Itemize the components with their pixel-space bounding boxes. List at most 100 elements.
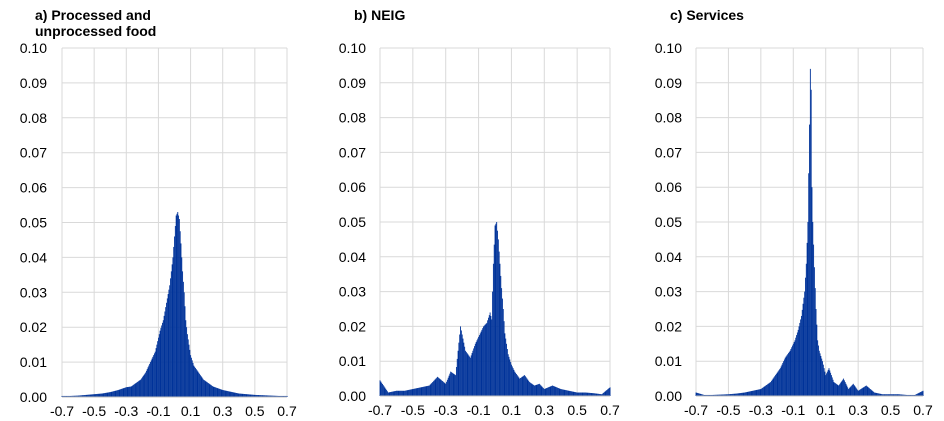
- histogram-bar: [181, 257, 183, 397]
- histogram-bar: [756, 389, 758, 396]
- histogram-bar: [104, 392, 106, 397]
- histogram-bar: [269, 395, 271, 397]
- histogram-bar: [113, 391, 115, 397]
- histogram-bar: [507, 354, 509, 396]
- histogram-bar: [409, 389, 411, 396]
- histogram-bar: [742, 392, 744, 396]
- histogram-bar: [177, 212, 179, 397]
- y-tick-label: 0.02: [655, 318, 682, 334]
- histogram-bar: [864, 386, 866, 396]
- histogram-bar: [816, 324, 818, 396]
- histogram-bar: [438, 378, 440, 396]
- histogram-bar: [265, 395, 267, 397]
- histogram-bar: [240, 393, 242, 397]
- histogram-bar: [728, 394, 729, 396]
- histogram-bar: [741, 392, 743, 396]
- histogram-bar: [500, 275, 502, 396]
- histogram-bar: [882, 394, 884, 396]
- histogram-bar: [887, 394, 889, 396]
- histogram-bar: [869, 388, 870, 396]
- histogram-bar: [848, 389, 849, 396]
- histogram-bar: [503, 321, 505, 396]
- histogram-bar: [144, 373, 146, 397]
- histogram-bar: [159, 330, 161, 397]
- histogram-bar: [92, 394, 94, 397]
- histogram-bar: [529, 382, 530, 396]
- histogram-bar: [775, 373, 777, 396]
- histogram-bar: [184, 306, 186, 397]
- histogram-bar: [910, 394, 912, 396]
- histogram-bar: [254, 394, 256, 397]
- histogram-bar: [785, 356, 787, 396]
- histogram-bar: [459, 334, 461, 396]
- histogram-bar: [552, 385, 553, 396]
- histogram-bar: [101, 393, 103, 397]
- histogram-bar: [442, 381, 443, 396]
- histogram-bar: [430, 383, 432, 396]
- histogram-bar: [432, 381, 434, 396]
- y-tick-label: 0.04: [339, 249, 366, 265]
- histogram-bar: [465, 350, 466, 396]
- histogram-bar: [164, 311, 166, 397]
- y-tick-label: 0.07: [655, 144, 682, 160]
- histogram-bar: [584, 392, 586, 396]
- histogram-bar: [248, 394, 249, 397]
- histogram-bar: [555, 386, 557, 396]
- histogram-bar: [543, 388, 544, 396]
- histogram-bar: [607, 389, 609, 396]
- histogram-bar: [818, 350, 820, 396]
- histogram-panel-3: c) Services 0.00 0.01 0.02 0.03 0.04 0.05 0.06 0…: [655, 7, 933, 418]
- histogram-bar: [560, 389, 562, 396]
- histogram-bar: [165, 307, 167, 397]
- histogram-bar: [106, 392, 108, 397]
- histogram-bar: [244, 394, 245, 397]
- histogram-bar: [153, 355, 155, 397]
- histogram-bar: [886, 394, 888, 396]
- histogram-bar: [698, 393, 700, 396]
- histogram-bar: [399, 390, 401, 396]
- histogram-bar: [585, 392, 587, 396]
- histogram-bar: [250, 394, 252, 397]
- histogram-bar: [583, 392, 585, 396]
- histogram-bar: [383, 386, 385, 396]
- histogram-bar: [218, 388, 220, 397]
- x-tick-label: -0.1: [146, 403, 170, 419]
- histogram-bar: [757, 389, 759, 396]
- histogram-bar: [839, 384, 840, 396]
- y-tick-label: 0.07: [20, 145, 47, 161]
- histogram-bar: [125, 387, 126, 397]
- histogram-bar: [72, 395, 74, 397]
- histogram-bar: [259, 395, 261, 397]
- histogram-bar: [201, 377, 203, 397]
- histogram-bar: [832, 379, 834, 396]
- histogram-bar: [912, 394, 913, 396]
- histogram-bar: [776, 372, 778, 396]
- histogram-bar: [903, 394, 905, 396]
- histogram-bar: [770, 382, 772, 396]
- histogram-bar: [891, 394, 893, 396]
- histogram-bar: [83, 395, 85, 397]
- histogram-bar: [213, 386, 215, 397]
- histogram-bar: [166, 302, 167, 397]
- histogram-bar: [114, 390, 116, 397]
- histogram-bar: [708, 394, 710, 396]
- x-tick-label: -0.3: [114, 403, 138, 419]
- histogram-bar: [788, 353, 789, 396]
- histogram-bar: [841, 380, 843, 396]
- histogram-bar: [496, 222, 498, 396]
- histogram-bar: [854, 386, 856, 396]
- histogram-bar: [415, 388, 417, 396]
- histogram-bar: [65, 395, 67, 397]
- histogram-bar: [80, 395, 82, 397]
- histogram-bar: [768, 383, 770, 396]
- histogram-bar: [148, 365, 150, 397]
- histogram-bar: [800, 315, 802, 396]
- histogram-bar: [866, 386, 868, 396]
- histogram-bar: [787, 354, 789, 396]
- histogram-bar: [212, 386, 214, 397]
- histogram-bar: [154, 351, 156, 397]
- histogram-bar: [390, 392, 392, 396]
- histogram-bar: [886, 394, 888, 396]
- histogram-bar: [479, 333, 481, 396]
